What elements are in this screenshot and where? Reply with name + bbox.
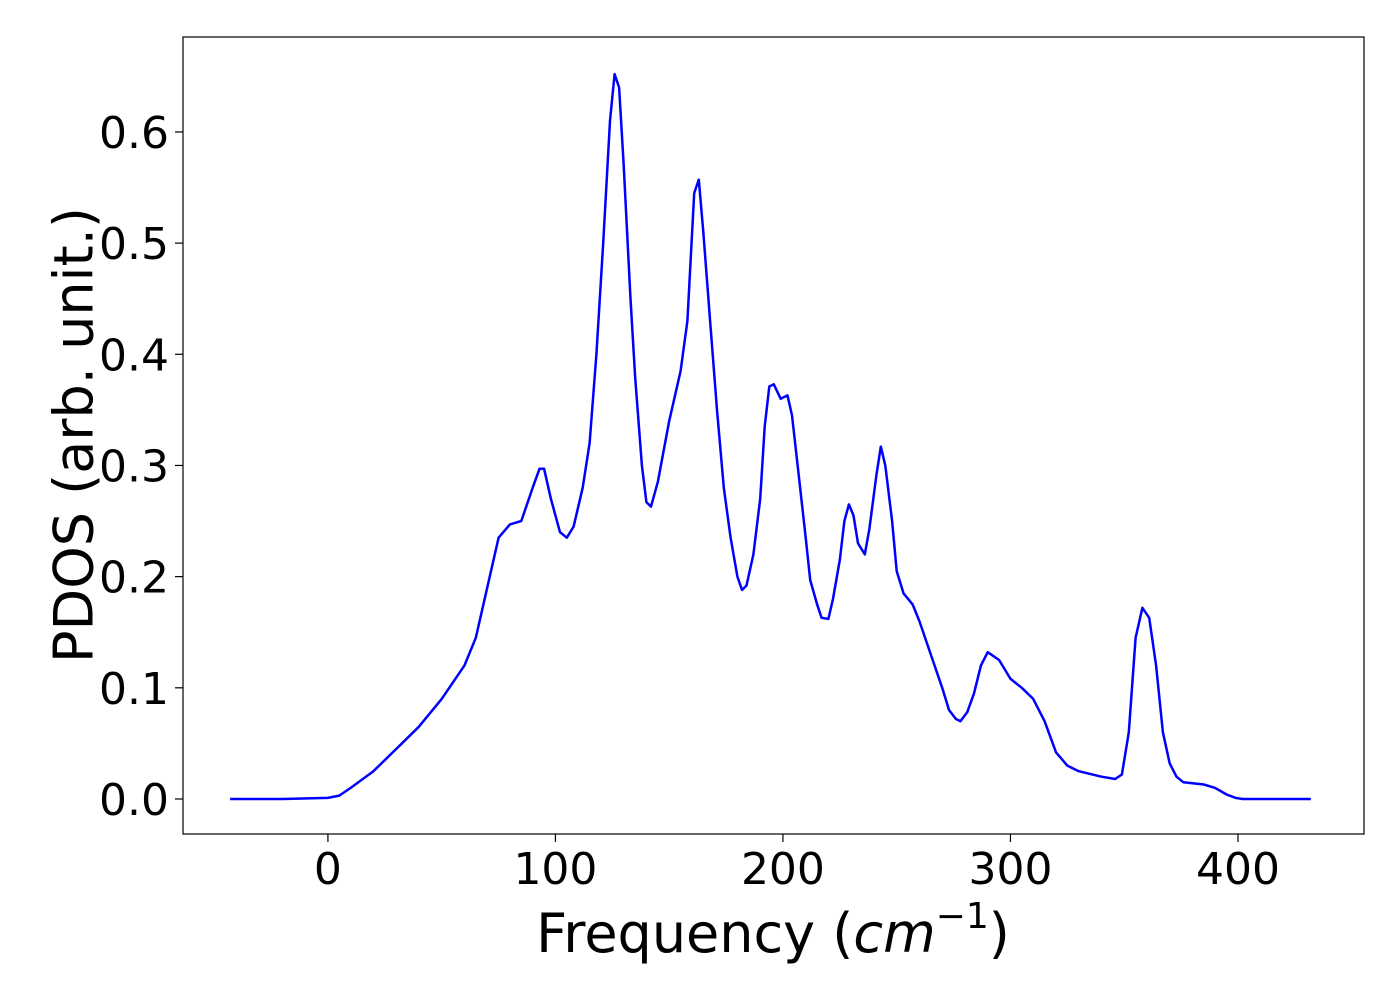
y-tick-label: 0.5 (99, 219, 169, 270)
x-label-exponent: −1 (936, 896, 989, 937)
y-tick-label: 0.4 (99, 330, 169, 381)
x-tick-label: 200 (741, 844, 825, 895)
x-tick-label: 100 (513, 844, 597, 895)
x-label-unit: cm (853, 902, 935, 965)
y-axis-label: PDOS (arb. unit.) (43, 207, 106, 663)
x-tick-label: 300 (968, 844, 1052, 895)
x-tick-label: 400 (1196, 844, 1280, 895)
plot-frame (182, 36, 1365, 835)
y-tick-label: 0.6 (99, 108, 169, 159)
y-tick-label: 0.2 (99, 553, 169, 604)
x-label-text: Frequency ( (536, 902, 853, 965)
y-tick-label: 0.1 (99, 664, 169, 715)
x-axis-label: Frequency (cm−1) (536, 896, 1010, 965)
x-tick-label: 0 (314, 844, 342, 895)
x-label-close: ) (989, 902, 1010, 965)
y-tick-label: 0.3 (99, 441, 169, 492)
pdos-line (230, 72, 1311, 801)
y-tick-label: 0.0 (99, 775, 169, 826)
